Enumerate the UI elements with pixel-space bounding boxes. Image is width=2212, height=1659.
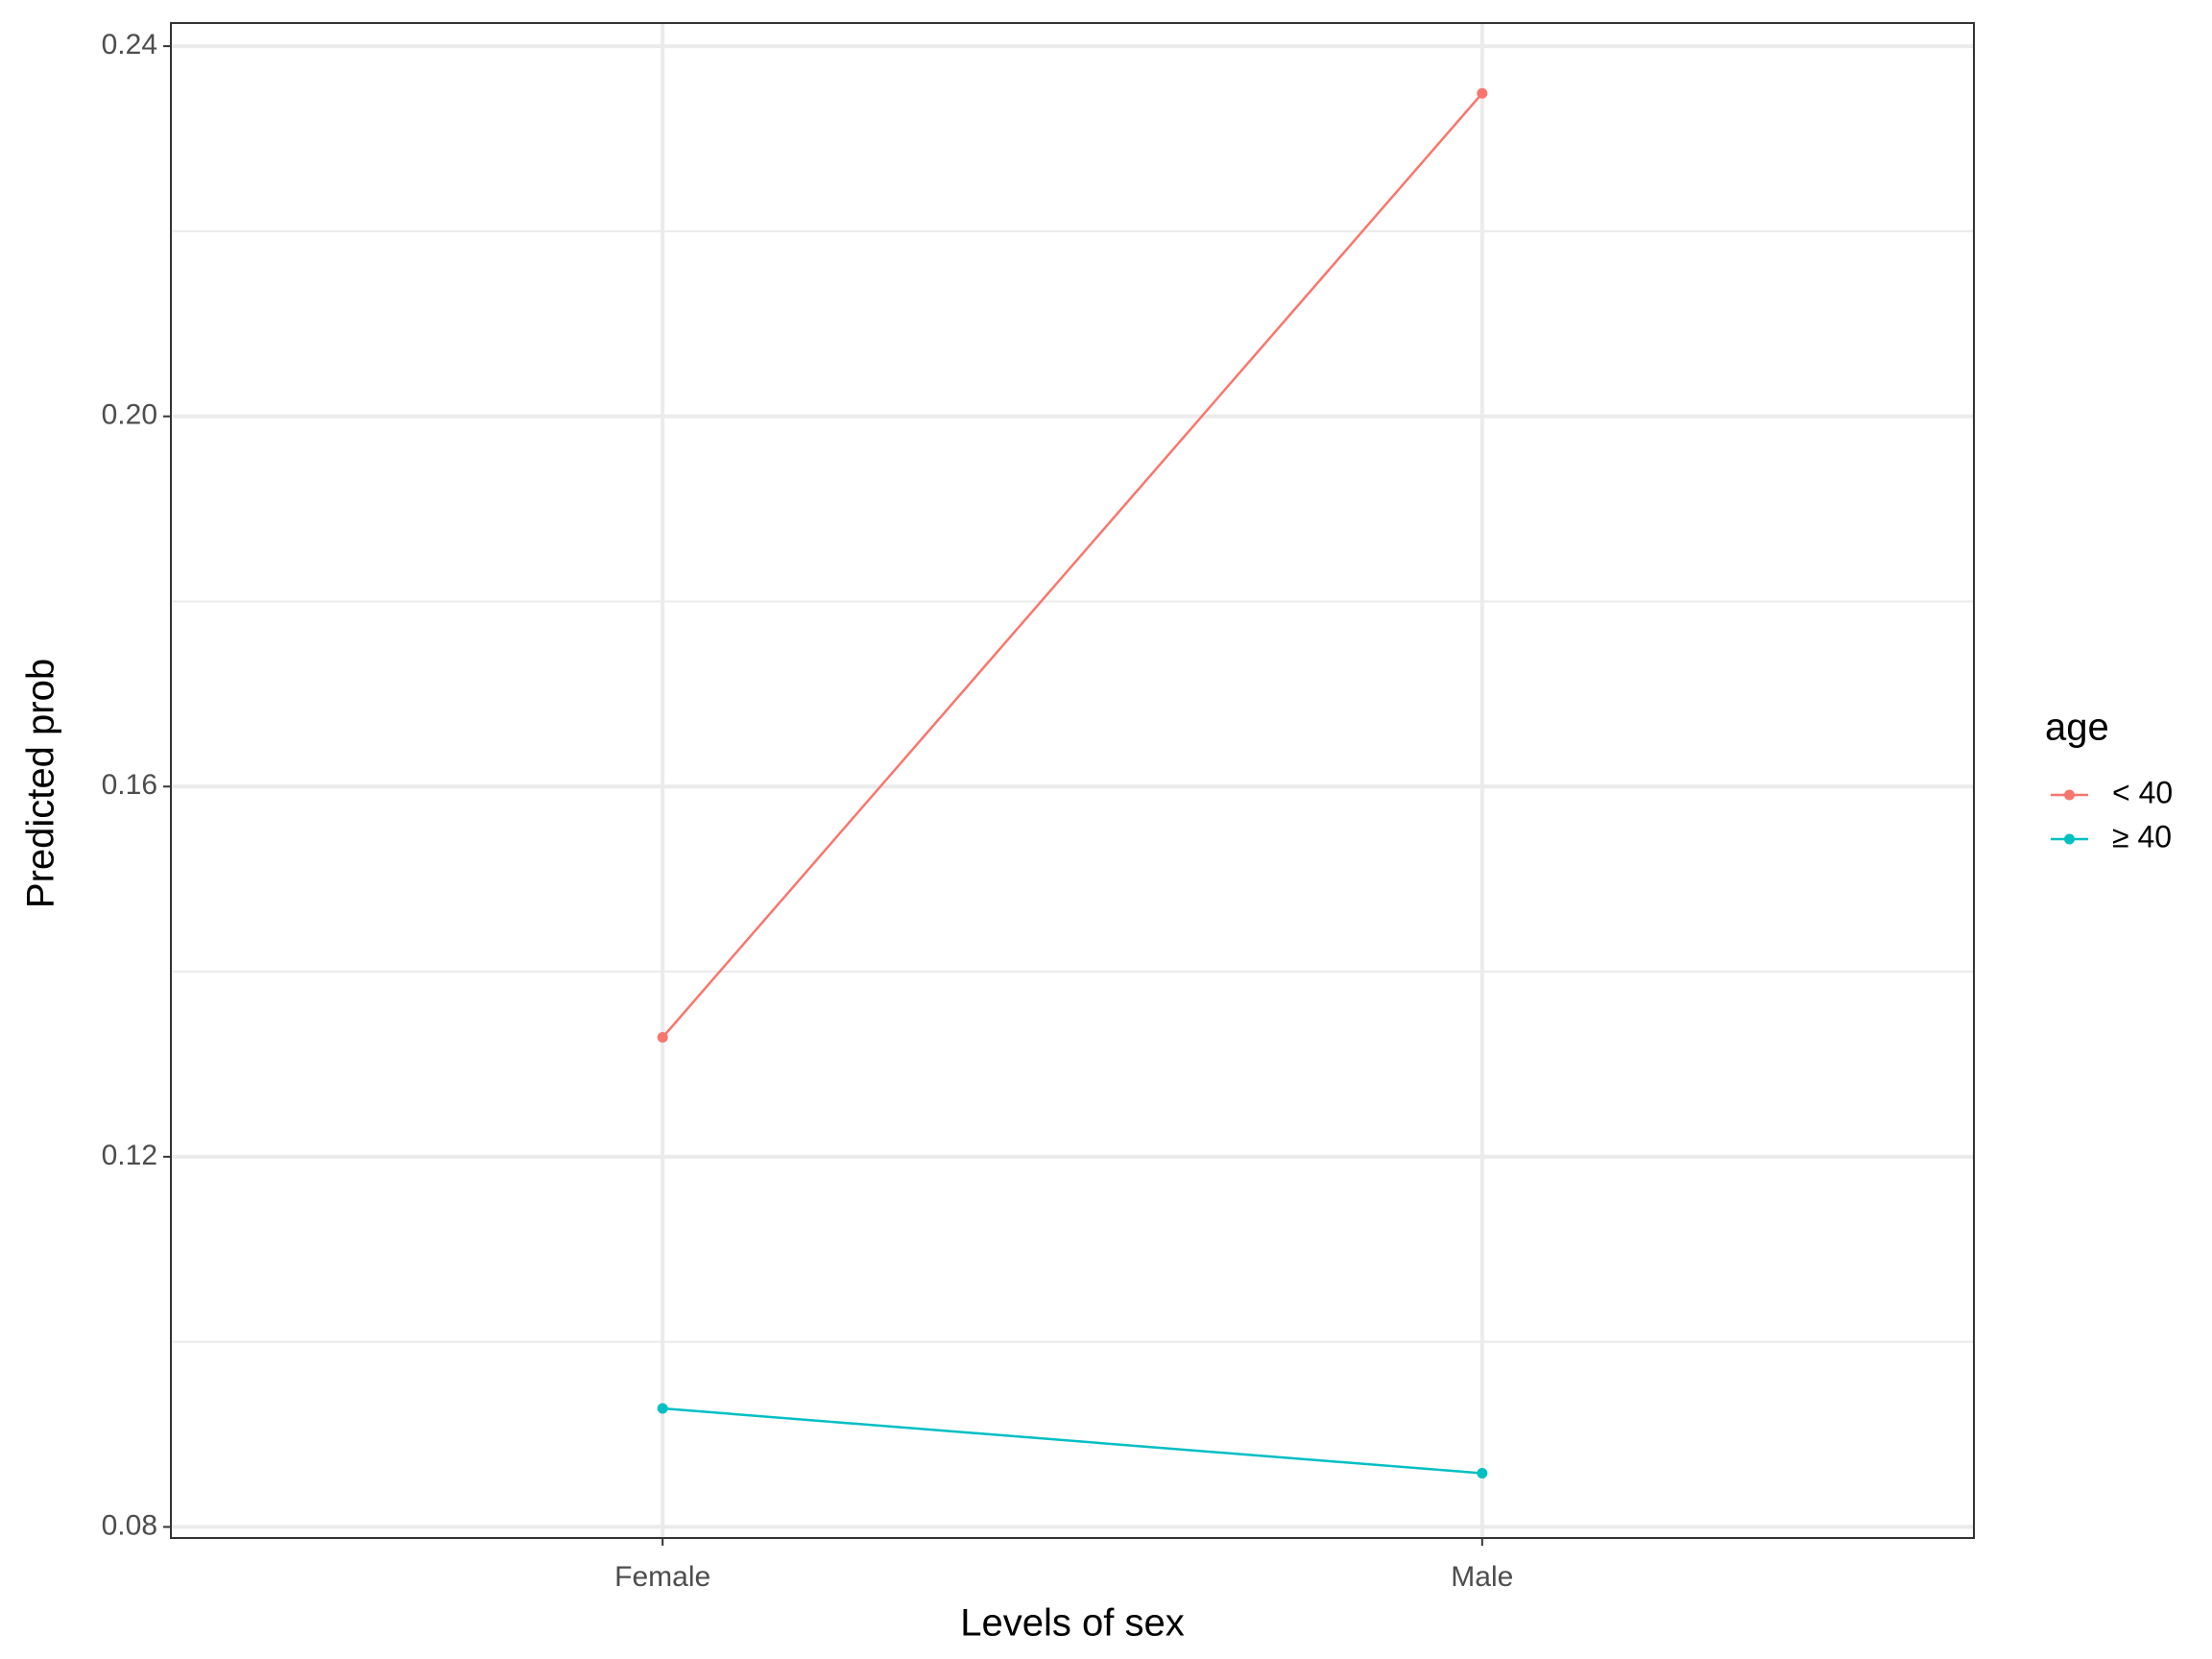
point	[1477, 87, 1488, 99]
panel-border	[170, 22, 1975, 1539]
y-tick-label: 0.20	[102, 399, 157, 431]
legend-label: ≥ 40	[2112, 819, 2172, 854]
y-tick-label: 0.12	[102, 1140, 157, 1171]
series-line	[662, 1407, 1482, 1475]
y-tick-label: 0.16	[102, 769, 157, 801]
x-tick-label: Female	[614, 1561, 710, 1593]
y-axis-title: Predicted prob	[20, 659, 62, 908]
point	[1477, 1468, 1488, 1479]
legend-title: age	[2045, 707, 2109, 749]
x-tick-label: Male	[1451, 1561, 1513, 1593]
point	[657, 1403, 668, 1414]
legend-label: < 40	[2112, 775, 2173, 809]
legend-key-point	[2064, 833, 2075, 845]
y-tick-label: 0.08	[102, 1509, 157, 1541]
x-axis-title: Levels of sex	[960, 1602, 1184, 1645]
series-line	[661, 92, 1483, 1039]
point	[657, 1031, 668, 1043]
y-tick-label: 0.24	[102, 29, 157, 60]
legend-key-point	[2064, 789, 2075, 801]
